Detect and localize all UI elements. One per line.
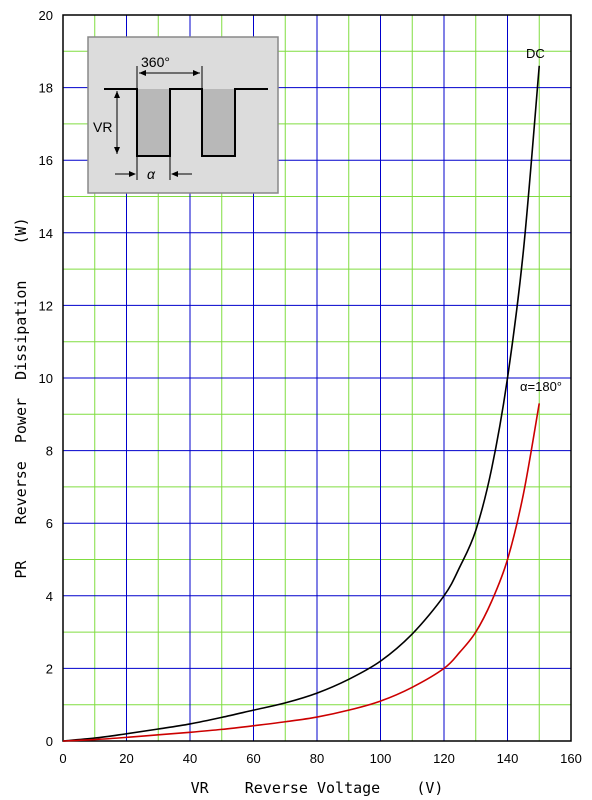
period-label: 360° [141, 54, 170, 70]
y-tick-label: 10 [39, 371, 53, 386]
y-axis-title: PR Reverse Power Dissipation (W) [12, 217, 30, 578]
waveform-line [104, 88, 268, 157]
series-line-alpha-180 [62, 403, 541, 742]
x-tick-label: 80 [310, 751, 324, 766]
amplitude-arrowhead-top [114, 91, 120, 98]
plot-frame [62, 14, 572, 742]
x-axis-title: VR Reverse Voltage (V) [191, 779, 444, 797]
y-tick-label: 20 [39, 8, 53, 23]
y-tick-label: 14 [39, 226, 53, 241]
width-arrowhead-left [129, 171, 136, 177]
y-tick-label: 2 [46, 661, 53, 676]
period-arrowhead-left [139, 70, 146, 76]
period-arrowhead-right [193, 70, 200, 76]
pulse-fill-1 [137, 89, 170, 156]
y-tick-labels: 0 2 4 6 8 10 12 14 16 18 20 [39, 8, 53, 749]
waveform-inset: 360° VR α [87, 36, 279, 194]
x-tick-label: 140 [497, 751, 519, 766]
x-tick-label: 60 [246, 751, 260, 766]
amplitude-arrowhead-bottom [114, 147, 120, 154]
y-tick-label: 12 [39, 298, 53, 313]
x-tick-label: 40 [183, 751, 197, 766]
y-tick-label: 16 [39, 153, 53, 168]
width-arrowhead-right [171, 171, 178, 177]
x-tick-label: 120 [433, 751, 455, 766]
amplitude-label: VR [93, 119, 112, 135]
x-tick-label: 160 [560, 751, 582, 766]
x-tick-labels: 0 20 40 60 80 100 120 140 160 [59, 751, 581, 766]
y-tick-label: 0 [46, 734, 53, 749]
y-tick-label: 6 [46, 516, 53, 531]
y-tick-label: 18 [39, 81, 53, 96]
y-tick-label: 4 [46, 589, 53, 604]
x-tick-label: 20 [119, 751, 133, 766]
series-label-alpha-180: α=180° [520, 379, 562, 394]
width-label: α [147, 166, 156, 182]
series-layer [62, 65, 541, 742]
pulse-fill-2 [202, 89, 235, 156]
inset-box [87, 36, 279, 194]
y-tick-label: 8 [46, 444, 53, 459]
series-label-dc: DC [526, 46, 545, 61]
series-line-dc [62, 65, 541, 742]
x-tick-label: 0 [59, 751, 66, 766]
x-tick-label: 100 [370, 751, 392, 766]
